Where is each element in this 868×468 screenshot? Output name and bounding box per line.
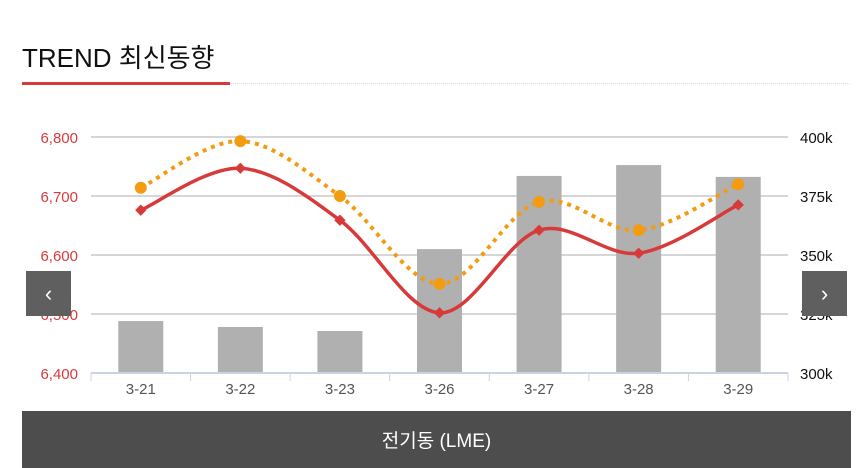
page-title: TREND 최신동향 — [22, 43, 215, 73]
x-tick-label: 3-23 — [325, 381, 355, 398]
orange-point — [533, 195, 546, 208]
commodity-label: 전기동 (LME) — [381, 431, 492, 452]
red-point — [234, 162, 247, 174]
left-tick-label: 6,400 — [40, 366, 78, 383]
commodity-label-bar: 전기동 (LME) — [22, 411, 851, 468]
orange-point — [134, 181, 147, 194]
left-tick-label: 6,800 — [40, 130, 78, 147]
x-tick-label: 3-21 — [126, 381, 156, 398]
x-tick-label: 3-28 — [624, 381, 654, 398]
chevron-right-icon: › — [820, 280, 829, 306]
right-tick-label: 375k — [800, 189, 833, 206]
x-tick-label: 3-27 — [524, 381, 554, 398]
orange-point — [732, 178, 745, 191]
red-point — [334, 214, 346, 226]
bar — [516, 175, 562, 373]
orange-point — [632, 224, 645, 237]
x-tick-label: 3-22 — [225, 381, 255, 398]
red-point — [732, 199, 744, 211]
title-underline — [22, 82, 230, 85]
prev-button[interactable]: ‹ — [26, 271, 71, 316]
next-button[interactable]: › — [802, 271, 847, 316]
chevron-left-icon: ‹ — [44, 280, 53, 306]
left-tick-label: 6,600 — [40, 248, 78, 265]
orange-point — [333, 190, 346, 202]
left-tick-label: 6,700 — [40, 189, 78, 206]
bar — [118, 321, 164, 373]
red-point — [533, 224, 545, 236]
right-tick-label: 350k — [800, 248, 833, 265]
x-tick-label: 3-26 — [424, 381, 454, 398]
bar — [317, 330, 363, 373]
title-divider — [230, 83, 850, 84]
right-tick-label: 300k — [800, 366, 833, 383]
orange-point — [234, 135, 247, 148]
red-point — [135, 204, 147, 216]
right-tick-label: 400k — [800, 130, 833, 147]
bar — [616, 165, 662, 373]
red-point — [632, 247, 645, 259]
x-tick-label: 3-29 — [723, 381, 753, 398]
bar — [217, 326, 263, 373]
red-point — [433, 307, 446, 319]
trend-chart: 6,400300k6,500325k6,600350k6,700375k6,80… — [40, 130, 833, 398]
orange-point — [433, 277, 446, 290]
